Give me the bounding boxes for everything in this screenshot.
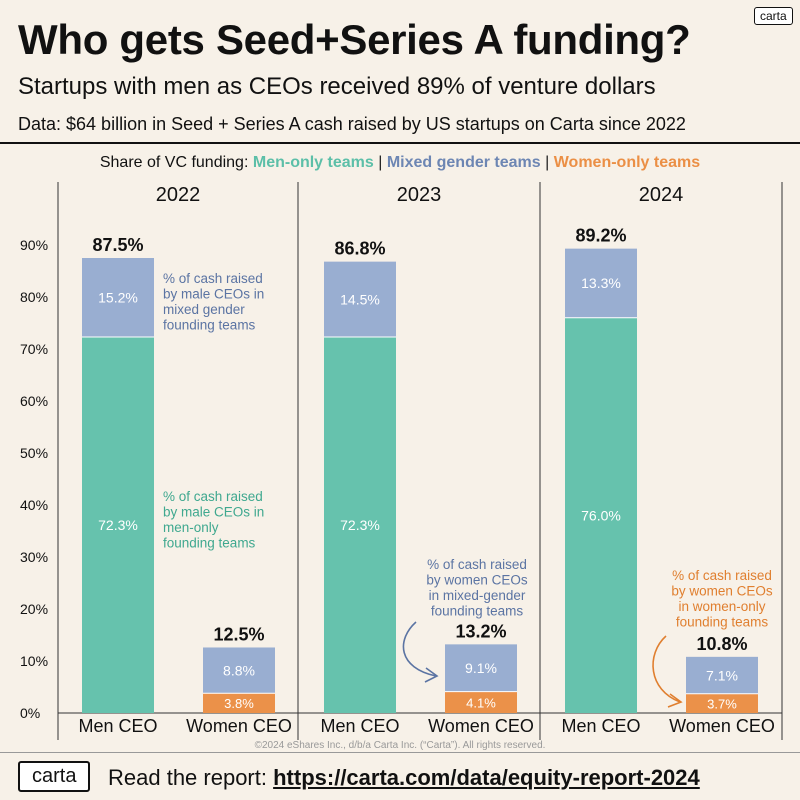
annotation-text: men-only [163, 520, 219, 535]
copyright-text: ©2024 eShares Inc., d/b/a Carta Inc. (“C… [254, 740, 546, 751]
y-tick-label: 10% [20, 653, 48, 669]
segment-value-label: 4.1% [466, 695, 496, 710]
report-link[interactable]: https://carta.com/data/equity-report-202… [273, 765, 700, 790]
bar-segment-women-only [445, 691, 517, 713]
segment-value-label: 72.3% [340, 517, 380, 533]
year-label: 2024 [639, 184, 684, 206]
annotation-text: mixed gender [163, 302, 245, 317]
report-prefix: Read the report: [108, 765, 267, 790]
report-line: Read the report: https://carta.com/data/… [108, 765, 700, 791]
annotation-text: % of cash raised [163, 271, 263, 286]
carta-logo: carta [18, 761, 91, 792]
segment-value-label: 76.0% [581, 507, 621, 523]
carta-logo-small: carta [754, 7, 793, 25]
segment-value-label: 72.3% [98, 517, 138, 533]
bar-total-label: 86.8% [334, 239, 385, 259]
annotation-text: founding teams [431, 604, 524, 619]
bar-total-label: 89.2% [575, 226, 626, 246]
bar-segment-men-only [324, 337, 396, 713]
chart-legend: Share of VC funding: Men-only teams | Mi… [0, 154, 800, 172]
segment-value-label: 15.2% [98, 290, 138, 306]
bar-segment-mixed [565, 248, 637, 318]
segment-value-label: 7.1% [706, 667, 738, 683]
annotation-text: % of cash raised [672, 568, 772, 583]
bar-segment-mixed [324, 261, 396, 338]
x-category-label: Men CEO [320, 716, 399, 736]
annotation-text: by women CEOs [671, 584, 773, 599]
year-label: 2022 [156, 184, 201, 206]
y-tick-label: 50% [20, 445, 48, 461]
bar-total-label: 10.8% [696, 634, 747, 654]
annotation-arrowhead [424, 667, 439, 683]
bar-total-label: 12.5% [213, 624, 264, 644]
annotation-text: % of cash raised [163, 489, 263, 504]
legend-prefix: Share of VC funding: [99, 154, 249, 171]
segment-value-label: 8.8% [223, 662, 255, 678]
x-category-label: Women CEO [186, 716, 292, 736]
bar-total-label: 13.2% [455, 621, 506, 641]
bar-segment-mixed [686, 656, 758, 694]
segment-value-label: 9.1% [465, 660, 497, 676]
x-category-label: Women CEO [428, 716, 534, 736]
legend-separator: | [545, 154, 550, 171]
x-category-label: Men CEO [78, 716, 157, 736]
header-divider [0, 142, 800, 144]
bar-segment-men-only [565, 317, 637, 713]
year-label: 2023 [397, 184, 442, 206]
annotation-text: founding teams [163, 318, 256, 333]
y-tick-label: 60% [20, 393, 48, 409]
y-tick-label: 0% [20, 705, 40, 721]
data-note: Data: $64 billion in Seed + Series A cas… [18, 114, 686, 134]
annotation-text: by male CEOs in [163, 505, 264, 520]
annotation-text: in women-only [678, 599, 765, 614]
segment-value-label: 14.5% [340, 291, 380, 307]
annotation-text: by male CEOs in [163, 287, 264, 302]
annotation-arrowhead [667, 693, 683, 708]
annotation-arrow [652, 635, 681, 703]
y-tick-label: 70% [20, 341, 48, 357]
y-tick-label: 20% [20, 601, 48, 617]
legend-mixed: Mixed gender teams [386, 154, 541, 171]
y-tick-label: 30% [20, 549, 48, 565]
annotation-text: % of cash raised [427, 557, 527, 572]
page-title: Who gets Seed+Series A funding? [18, 16, 691, 63]
annotation-text: by women CEOs [426, 573, 528, 588]
legend-separator: | [378, 154, 383, 171]
y-tick-label: 90% [20, 237, 48, 253]
segment-value-label: 3.7% [707, 696, 737, 711]
y-tick-label: 40% [20, 497, 48, 513]
bar-segment-mixed [445, 644, 517, 692]
bar-segment-mixed [82, 258, 154, 338]
x-category-label: Men CEO [561, 716, 640, 736]
segment-value-label: 3.8% [224, 696, 254, 711]
legend-women-only: Women-only teams [553, 154, 701, 171]
legend-men-only: Men-only teams [252, 154, 374, 171]
x-category-label: Women CEO [669, 716, 775, 736]
annotation-text: founding teams [676, 615, 769, 630]
annotation-text: in mixed-gender [429, 588, 526, 603]
footer-divider [0, 752, 800, 753]
bar-segment-mixed [203, 647, 275, 694]
bar-segment-men-only [82, 337, 154, 713]
segment-value-label: 13.3% [581, 275, 621, 291]
annotation-arrow [402, 621, 437, 677]
bar-total-label: 87.5% [92, 235, 143, 255]
annotation-text: founding teams [163, 536, 256, 551]
bar-segment-women-only [203, 693, 275, 713]
y-tick-label: 80% [20, 289, 48, 305]
bar-segment-women-only [686, 693, 758, 713]
page-subtitle: Startups with men as CEOs received 89% o… [18, 73, 656, 100]
